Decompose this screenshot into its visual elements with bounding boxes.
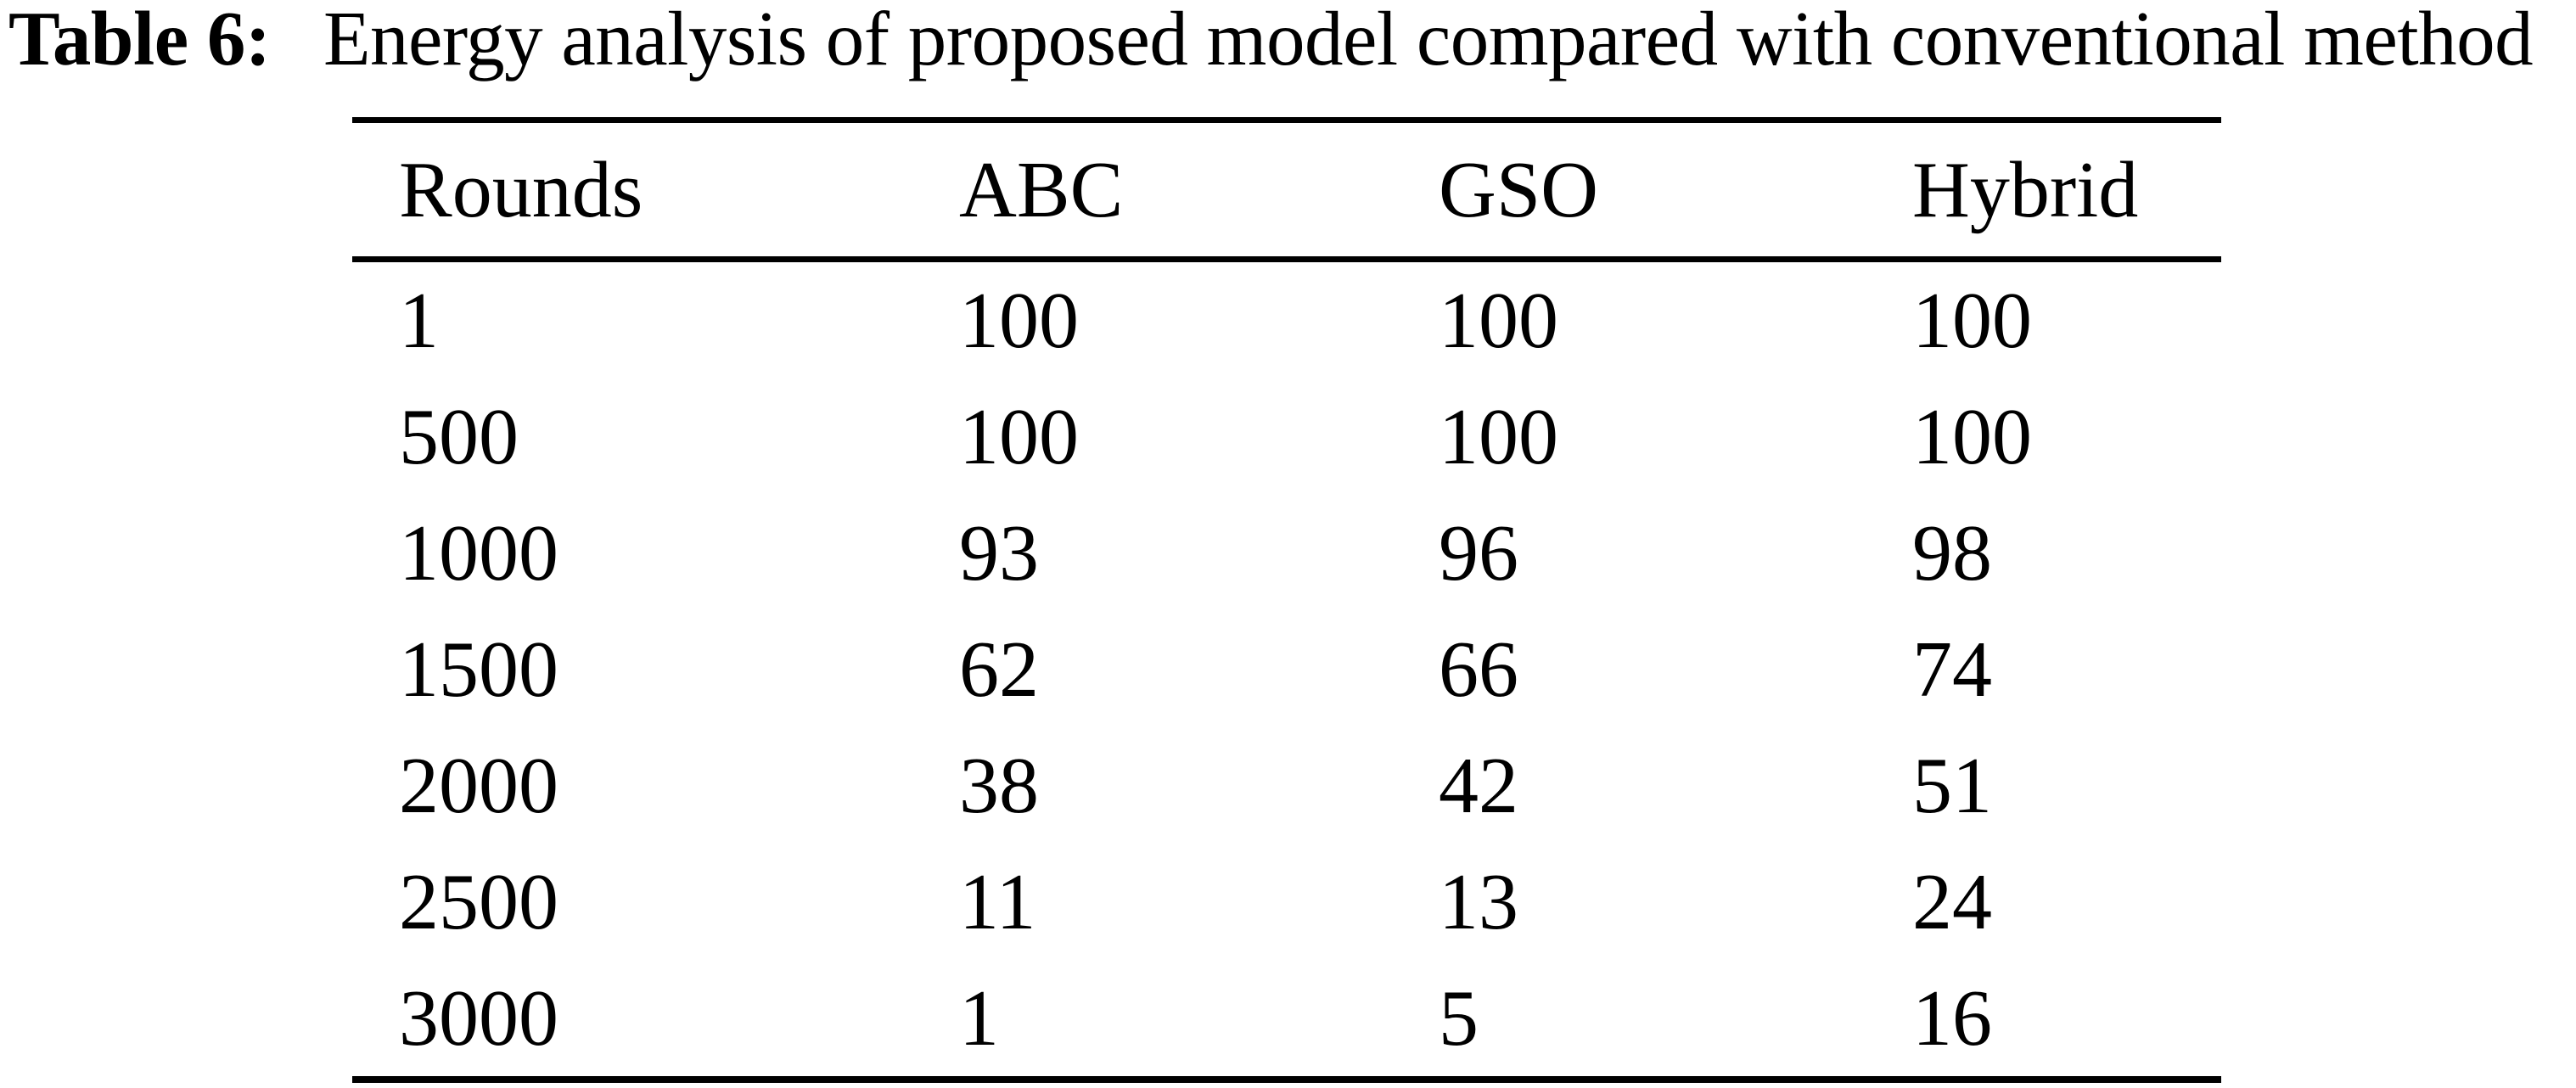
table-caption-text: Energy analysis of proposed model compar…: [323, 0, 2534, 81]
cell-abc: 11: [959, 857, 1036, 946]
cell-hybrid: 100: [1912, 276, 2032, 365]
cell-abc: 93: [959, 508, 1039, 597]
cell-gso: 100: [1439, 276, 1558, 365]
table-row: 2500 11 13 24: [352, 844, 2221, 960]
cell-rounds: 1500: [399, 625, 558, 714]
cell-rounds: 2500: [399, 857, 558, 946]
cell-abc: 100: [959, 392, 1079, 481]
cell-hybrid: 74: [1912, 625, 1992, 714]
table-row: 2000 38 42 51: [352, 727, 2221, 844]
cell-gso: 66: [1439, 625, 1518, 714]
table-row: 3000 1 5 16: [352, 960, 2221, 1080]
cell-rounds: 2000: [399, 741, 558, 830]
cell-hybrid: 24: [1912, 857, 1992, 946]
cell-gso: 42: [1439, 741, 1518, 830]
cell-abc: 100: [959, 276, 1079, 365]
column-header-abc: ABC: [959, 120, 1439, 262]
cell-abc: 1: [959, 973, 999, 1063]
cell-gso: 96: [1439, 508, 1518, 597]
table-header-row: Rounds ABC GSO Hybrid: [352, 120, 2221, 262]
cell-rounds: 1000: [399, 508, 558, 597]
table-row: 1500 62 66 74: [352, 611, 2221, 727]
data-table: Rounds ABC GSO Hybrid 1 100 100 100 500 …: [352, 117, 2221, 1083]
cell-gso: 5: [1439, 973, 1479, 1063]
column-header-rounds: Rounds: [352, 120, 959, 262]
cell-rounds: 3000: [399, 973, 558, 1063]
data-table-container: Rounds ABC GSO Hybrid 1 100 100 100 500 …: [352, 117, 2221, 1083]
cell-gso: 13: [1439, 857, 1518, 946]
table-row: 1000 93 96 98: [352, 495, 2221, 611]
cell-rounds: 500: [399, 392, 519, 481]
table-row: 1 100 100 100: [352, 260, 2221, 379]
cell-hybrid: 16: [1912, 973, 1992, 1063]
cell-hybrid: 100: [1912, 392, 2032, 481]
cell-abc: 38: [959, 741, 1039, 830]
cell-rounds: 1: [399, 276, 439, 365]
cell-abc: 62: [959, 625, 1039, 714]
column-header-hybrid: Hybrid: [1912, 120, 2221, 262]
column-header-gso: GSO: [1439, 120, 1912, 262]
cell-gso: 100: [1439, 392, 1558, 481]
table-row: 500 100 100 100: [352, 379, 2221, 495]
table-caption-label: Table 6:: [8, 0, 271, 81]
cell-hybrid: 51: [1912, 741, 1992, 830]
table-caption: Table 6: Energy analysis of proposed mod…: [8, 0, 2534, 85]
cell-hybrid: 98: [1912, 508, 1992, 597]
